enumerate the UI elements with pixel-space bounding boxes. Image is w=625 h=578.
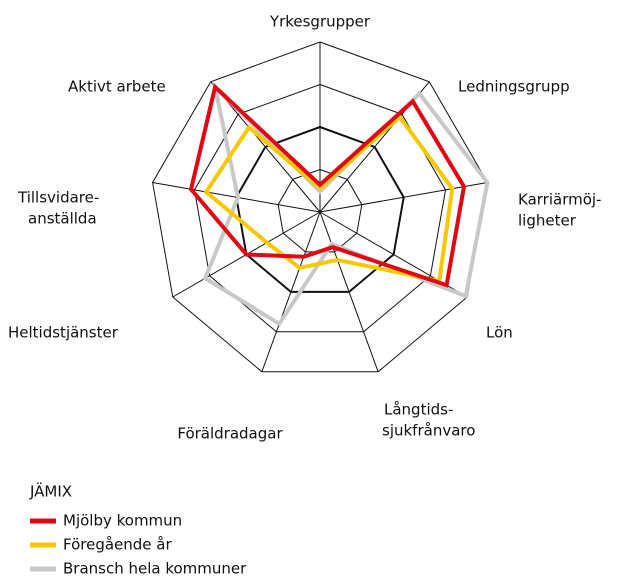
axis-label: Heltidstjänster — [8, 324, 119, 342]
axis-label: Föräldradagar — [177, 425, 283, 443]
legend-label: Mjölby kommun — [63, 512, 182, 530]
axis-label: Karriärmöj- — [518, 191, 601, 209]
legend-label: Bransch hela kommuner — [63, 560, 247, 578]
series-line — [188, 83, 467, 288]
axis-label: ligheter — [518, 212, 577, 230]
series-line — [202, 80, 490, 327]
axis-label: anställda — [28, 210, 97, 228]
axis-label: Aktivt arbete — [68, 78, 166, 96]
axis-label: Yrkesgrupper — [269, 13, 371, 31]
axis-label: Ledningsgrupp — [458, 78, 570, 96]
axis-label: Lön — [486, 324, 513, 342]
axis-label: Tillsvidare- — [17, 189, 99, 207]
series-line — [203, 113, 455, 284]
grid-ring — [235, 125, 405, 293]
spoke — [319, 211, 379, 372]
legend-title: JÄMIX — [29, 482, 72, 501]
legend-label: Föregående år — [63, 536, 172, 554]
spoke — [319, 181, 488, 213]
spoke — [261, 211, 321, 372]
axis-label: Långtids- — [384, 401, 453, 419]
axis-label: sjukfrånvaro — [382, 422, 475, 440]
grid-ring — [152, 41, 488, 373]
